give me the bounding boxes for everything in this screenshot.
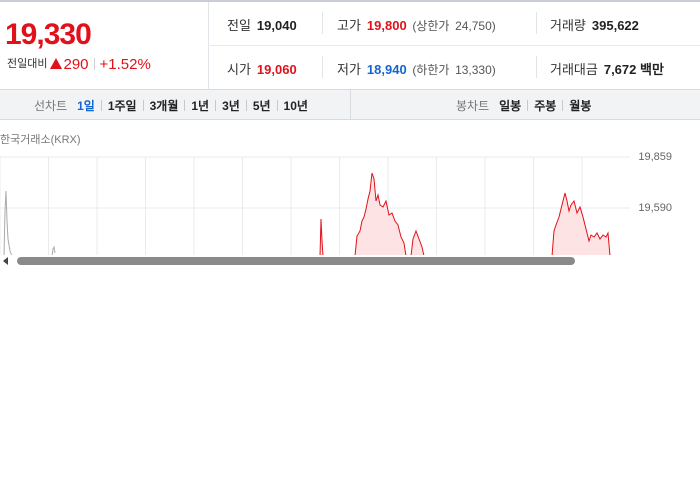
y-tick-label: 19,859	[638, 151, 672, 163]
open-label: 시가	[227, 62, 251, 77]
volume-value: 395,622	[591, 18, 639, 33]
quote-summary: 19,330 전일대비 290 +1.52% 전일 19,040 고가 19,800 (…	[0, 0, 700, 90]
prev-close: 전일 19,040	[227, 15, 297, 34]
y-tick-label: 19,590	[638, 202, 672, 214]
price-line	[551, 192, 611, 256]
current-price: 19,330	[5, 18, 92, 51]
price-box: 19,330 전일대비 290 +1.52%	[0, 2, 209, 90]
tab-1year[interactable]: 1년	[191, 99, 210, 113]
tab-5year[interactable]: 5년	[252, 99, 271, 113]
open-value: 19,060	[256, 62, 297, 77]
divider	[276, 100, 278, 111]
scroll-left-arrow-icon[interactable]	[3, 257, 8, 265]
info-row: 시가 19,060 저가 18,940 (하한가 13,330) 거래대금 7,672…	[210, 46, 700, 90]
change-amount: 290	[63, 56, 89, 73]
tab-1week[interactable]: 1주일	[107, 99, 137, 113]
divider	[536, 12, 537, 34]
info-row: 전일 19,040 고가 19,800 (상한가 24,750) 거래량 395,62…	[210, 2, 700, 46]
volume: 거래량 395,622	[550, 15, 639, 34]
prev-close-label: 전일	[227, 18, 251, 33]
change-percent: +1.52%	[99, 56, 151, 73]
price-line	[319, 172, 425, 256]
line-chart-tabs: 선차트 1일 1주일 3개월 1년 3년 5년 10년	[34, 97, 308, 114]
divider	[562, 100, 564, 111]
price-chart-plot: 19,859 19,590	[0, 151, 672, 256]
low-price: 저가 18,940 (하한가 13,330)	[337, 59, 496, 78]
price-area-fill	[552, 193, 610, 256]
exchange-label: 한국거래소(KRX)	[0, 134, 81, 146]
change-row: 전일대비 290 +1.52%	[7, 55, 151, 73]
line-chart-label: 선차트	[34, 99, 68, 113]
tab-monthly-candle[interactable]: 월봉	[569, 99, 592, 113]
divider	[184, 100, 186, 111]
trade-value-value: 7,672	[603, 62, 637, 77]
candle-chart-tabs: 봉차트 일봉 주봉 월봉	[456, 97, 591, 114]
tab-group-divider	[350, 90, 351, 120]
divider	[527, 100, 529, 111]
divider	[100, 100, 102, 111]
trade-value: 거래대금 7,672 백만	[550, 59, 664, 78]
divider	[536, 56, 537, 78]
divider	[142, 100, 144, 111]
price-chart: 한국거래소(KRX) 19,859 19,590	[0, 121, 700, 256]
quote-info-table: 전일 19,040 고가 19,800 (상한가 24,750) 거래량 395,62…	[210, 2, 700, 90]
divider	[93, 58, 95, 70]
chart-period-tabs: 선차트 1일 1주일 3개월 1년 3년 5년 10년 봉차트 일봉 주봉 월봉	[0, 90, 700, 120]
high-label: 고가	[337, 18, 361, 33]
candle-chart-label: 봉차트	[456, 99, 490, 113]
price-area-fill	[320, 173, 424, 256]
volume-label: 거래량	[550, 18, 586, 33]
trade-value-label: 거래대금	[550, 62, 598, 77]
divider	[215, 100, 217, 111]
tab-3month[interactable]: 3개월	[149, 99, 179, 113]
tab-1day[interactable]: 1일	[77, 99, 95, 113]
price-line-previous	[3, 190, 56, 256]
upper-limit-label: (상한가	[412, 19, 450, 33]
lower-limit-label: (하한가	[412, 63, 450, 77]
high-price: 고가 19,800 (상한가 24,750)	[337, 15, 496, 34]
low-value: 18,940	[366, 62, 407, 77]
chart-grid	[0, 156, 630, 256]
divider	[322, 12, 323, 34]
tab-weekly-candle[interactable]: 주봉	[534, 99, 557, 113]
up-triangle-icon	[50, 58, 63, 69]
change-label: 전일대비	[7, 58, 48, 70]
trade-value-unit: 백만	[640, 62, 664, 77]
chart-scrollbar-thumb[interactable]	[17, 257, 575, 265]
upper-limit-value: 24,750)	[455, 19, 496, 33]
high-value: 19,800	[366, 18, 407, 33]
tab-3year[interactable]: 3년	[222, 99, 240, 113]
low-label: 저가	[337, 62, 361, 77]
open-price: 시가 19,060	[227, 59, 297, 78]
tab-daily-candle[interactable]: 일봉	[499, 99, 522, 113]
prev-close-value: 19,040	[256, 18, 297, 33]
tab-10year[interactable]: 10년	[283, 99, 308, 113]
lower-limit-value: 13,330)	[455, 63, 496, 77]
divider	[245, 100, 247, 111]
divider	[322, 56, 323, 78]
